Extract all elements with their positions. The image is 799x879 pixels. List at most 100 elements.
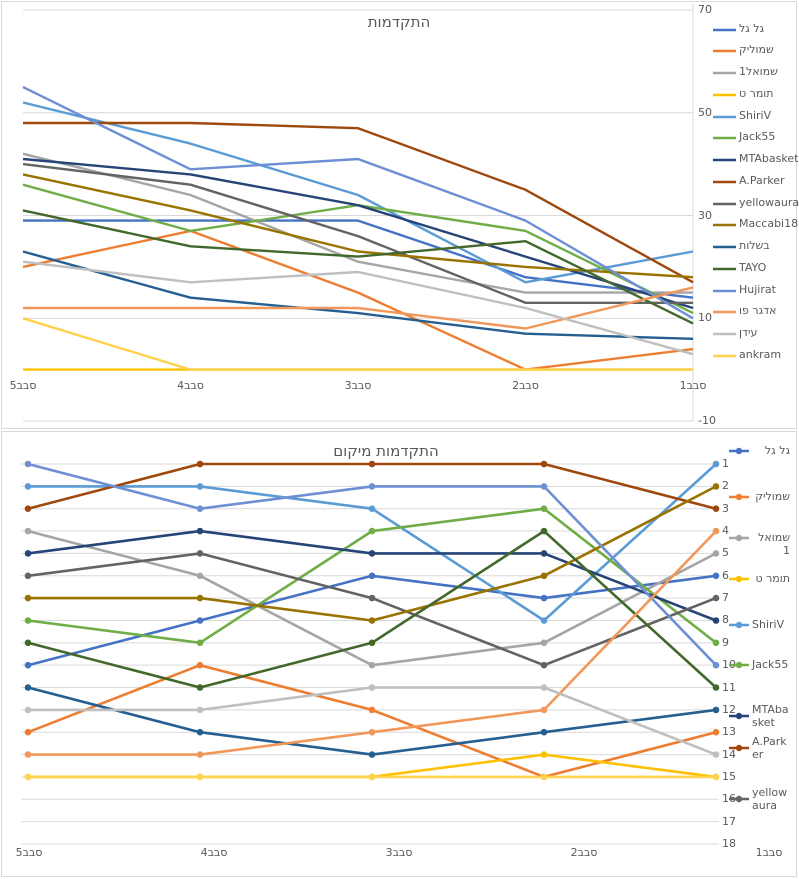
y-axis-tick-label: 6	[722, 568, 729, 582]
series-marker	[24, 527, 32, 535]
series-yellowaura	[22, 162, 693, 304]
y-axis-tick-label: 8	[722, 613, 729, 627]
series-marker	[368, 505, 376, 512]
legend-label: שמואל1	[739, 65, 778, 78]
legend-label: גל גל	[739, 21, 765, 35]
legend-swatch	[713, 332, 736, 336]
series-line	[27, 552, 717, 667]
series-A.Parker	[23, 121, 694, 284]
y-axis-tick-label: 2	[722, 479, 729, 493]
x-axis-tick-label: סבב3	[385, 846, 413, 859]
series-line	[22, 229, 694, 371]
series-Hujirat	[22, 86, 694, 320]
legend-label: Jack55	[739, 130, 776, 144]
y-axis-tick-label: 14	[722, 747, 736, 761]
y-axis-tick-label: 70	[698, 3, 712, 16]
legend-label: תומר ט	[739, 86, 774, 100]
y-axis-tick-label: 10	[698, 311, 712, 325]
series-marker	[196, 684, 204, 691]
series-TAYO	[24, 527, 720, 691]
series-marker	[368, 684, 376, 691]
series-marker	[540, 773, 548, 781]
series-line	[22, 317, 693, 371]
series-marker	[24, 661, 32, 669]
series-אדגר-פו	[24, 527, 720, 758]
series-Jack55	[24, 505, 720, 647]
series-marker	[712, 617, 720, 624]
legend-swatch	[713, 245, 736, 249]
series-אדגר-פו	[23, 286, 694, 330]
series-line	[23, 219, 694, 299]
series-marker	[712, 483, 720, 490]
legend-swatch	[729, 493, 749, 501]
series-marker	[540, 639, 548, 647]
legend-label: Jack55	[752, 658, 789, 671]
series-yellowaura	[24, 550, 720, 669]
legend-label: TAYO	[739, 260, 767, 274]
series-marker	[368, 594, 376, 602]
series-A.Parker	[24, 460, 720, 512]
legend-swatch	[729, 661, 749, 669]
y-axis-tick-label: -10	[698, 414, 716, 427]
legend-swatch	[713, 158, 736, 162]
legend-swatch	[729, 744, 749, 752]
series-marker	[368, 617, 376, 624]
series-marker	[196, 550, 204, 557]
series-marker	[368, 751, 376, 758]
series-marker	[24, 773, 32, 781]
legend-swatch	[729, 447, 749, 455]
series-line	[22, 162, 693, 304]
y-axis-tick-label: 12	[722, 702, 736, 716]
y-axis-tick-label: 1	[722, 457, 729, 470]
series-marker	[368, 550, 376, 557]
series-line	[27, 686, 717, 756]
legend-label: A.Parker	[752, 735, 787, 761]
series-marker	[24, 684, 32, 691]
series-בשלות	[24, 684, 720, 758]
legend-swatch	[713, 311, 736, 314]
series-marker	[24, 728, 32, 736]
x-axis-tick-label: סבב1	[679, 379, 707, 392]
legend-label: Maccabi18	[739, 217, 799, 231]
plot-area	[22, 4, 694, 422]
series-line	[22, 86, 694, 320]
series-marker	[540, 527, 548, 535]
legend-swatch	[713, 71, 736, 75]
legend-swatch	[713, 50, 736, 53]
series-marker	[196, 460, 204, 468]
series-marker	[712, 751, 720, 758]
series-marker	[712, 728, 720, 736]
series-marker	[24, 550, 32, 557]
series-marker	[540, 483, 548, 490]
x-axis-tick-label: סבב4	[177, 379, 204, 392]
y-axis-tick-label: 17	[722, 814, 736, 828]
series-marker	[24, 572, 32, 580]
legend-label: גל גל	[764, 444, 790, 457]
series-marker	[712, 505, 720, 512]
legend-swatch	[713, 202, 736, 205]
series-MTAbasket	[22, 157, 694, 310]
series-marker	[712, 594, 720, 602]
series-גל-גל	[23, 219, 694, 299]
y-axis-tick-label: 3	[722, 501, 729, 515]
series-marker	[540, 684, 548, 691]
series-ShiriV	[22, 101, 694, 284]
series-marker	[712, 773, 720, 781]
series-marker	[196, 594, 204, 602]
series-marker	[368, 572, 376, 580]
series-line	[23, 286, 694, 330]
series-line	[22, 209, 694, 325]
legend-swatch	[713, 28, 736, 31]
legend-label: שמואל1	[758, 531, 790, 557]
series-marker	[540, 505, 548, 512]
series-marker	[24, 751, 32, 758]
legend-label: yellowaura	[739, 195, 799, 209]
series-marker	[24, 617, 32, 624]
series-marker	[196, 572, 204, 580]
legend-label: שמוליק	[755, 490, 790, 503]
x-axis-tick-label: סבב5	[15, 846, 43, 859]
series-marker	[712, 572, 720, 580]
legend-swatch	[713, 180, 736, 183]
series-line	[28, 686, 717, 756]
